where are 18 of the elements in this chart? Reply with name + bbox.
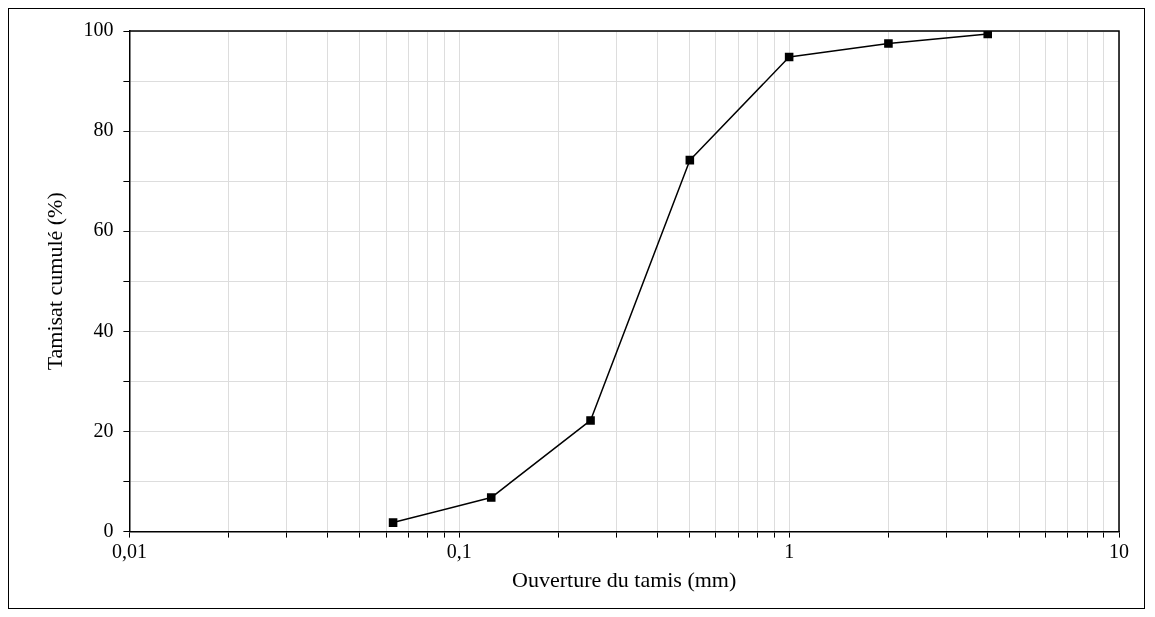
point (586, 416, 595, 425)
y-tick-label: 0 (103, 518, 114, 541)
y-tick-label: 40 (93, 318, 114, 341)
y-tick-label: 100 (83, 18, 114, 41)
y-tick-label: 60 (93, 218, 114, 241)
x-axis-title: Ouverture du tamis (mm) (512, 566, 737, 592)
point (486, 493, 496, 502)
point (884, 39, 893, 48)
y-axis-title: Tamisat cumulé (%) (41, 192, 67, 371)
point (685, 155, 695, 165)
point (784, 52, 794, 62)
x-tick-label: 0,01 (111, 539, 147, 562)
y-tick-label: 80 (93, 118, 114, 141)
y-tick-label: 20 (93, 418, 114, 441)
x-tick-label: 1 (784, 539, 795, 562)
x-tick-label: 10 (1109, 539, 1129, 562)
x-tick-label: 0,1 (446, 539, 472, 562)
point (388, 518, 398, 527)
